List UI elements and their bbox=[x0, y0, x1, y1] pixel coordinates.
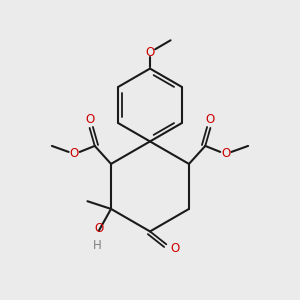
Text: O: O bbox=[221, 147, 230, 160]
Text: O: O bbox=[206, 113, 215, 126]
Text: O: O bbox=[146, 46, 154, 59]
Text: O: O bbox=[70, 147, 79, 160]
Text: O: O bbox=[94, 222, 104, 235]
Text: H: H bbox=[93, 239, 102, 252]
Text: O: O bbox=[170, 242, 179, 255]
Text: O: O bbox=[85, 113, 94, 126]
